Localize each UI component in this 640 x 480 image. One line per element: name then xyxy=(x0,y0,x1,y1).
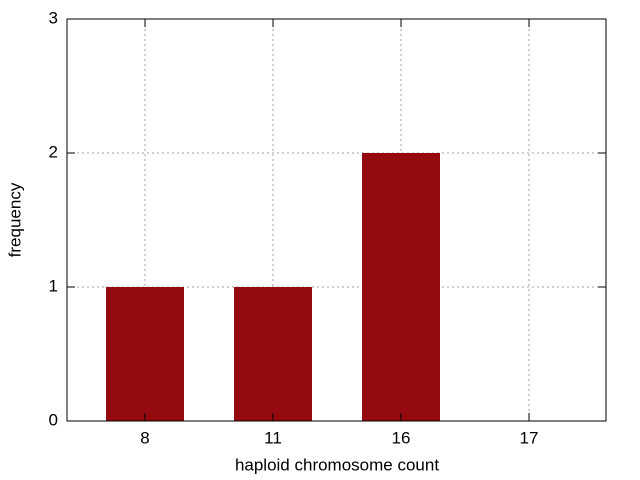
x-tick-label: 17 xyxy=(520,428,539,447)
y-axis-label: frequency xyxy=(5,182,24,257)
x-tick-label: 16 xyxy=(392,428,411,447)
bar xyxy=(234,287,312,421)
y-tick-label: 0 xyxy=(49,410,58,429)
plot-frame xyxy=(66,18,607,422)
y-tick-label: 3 xyxy=(49,8,58,27)
x-axis-label: haploid chromosome count xyxy=(235,455,439,474)
bar xyxy=(106,287,184,421)
x-tick-label: 11 xyxy=(264,428,282,447)
x-tick-label: 8 xyxy=(140,428,149,447)
bar xyxy=(362,153,440,421)
y-tick-label: 2 xyxy=(49,142,58,161)
y-tick-label: 1 xyxy=(49,276,58,295)
